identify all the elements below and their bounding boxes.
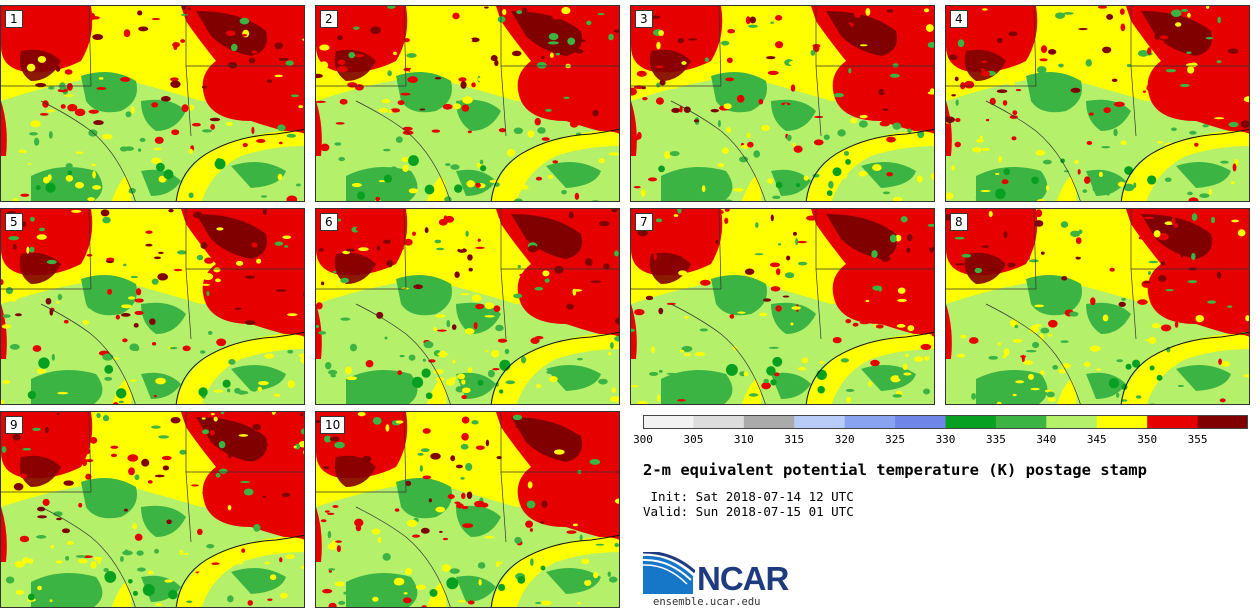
colorbar-swatch [693, 415, 745, 429]
colorbar-tick-label: 320 [834, 433, 855, 446]
colorbar-swatch [794, 415, 846, 429]
member-number: 9 [5, 416, 23, 434]
colorbar-swatch [945, 415, 997, 429]
valid-time: Valid: Sun 2018-07-15 01 UTC [643, 504, 854, 519]
member-number: 6 [320, 213, 338, 231]
member-panel: 4 [945, 5, 1250, 202]
colorbar-swatch [1197, 415, 1248, 429]
member-number: 3 [635, 10, 653, 28]
page-title: 2-m equivalent potential temperature (K)… [643, 461, 1147, 479]
colorbar-swatch [1147, 415, 1199, 429]
member-number: 2 [320, 10, 338, 28]
colorbar-tick-label: 325 [885, 433, 906, 446]
member-panel: 2 [315, 5, 620, 202]
ncar-wordmark: NCAR [697, 560, 789, 597]
colorbar-swatch [844, 415, 896, 429]
ncar-logo-icon [643, 552, 695, 594]
colorbar-swatch [643, 415, 694, 429]
colorbar-swatch [995, 415, 1047, 429]
colorbar-tick-label: 340 [1036, 433, 1057, 446]
member-panel: 7 [630, 208, 935, 405]
colorbar-swatch [743, 415, 795, 429]
member-panel: 9 [0, 411, 305, 608]
colorbar-tick-label: 335 [985, 433, 1006, 446]
member-panel: 1 [0, 5, 305, 202]
colorbar-tick-label: 300 [633, 433, 653, 446]
member-number: 1 [5, 10, 23, 28]
colorbar-tick-label: 330 [935, 433, 956, 446]
member-panel: 5 [0, 208, 305, 405]
member-panel: 10 [315, 411, 620, 608]
member-panel: 3 [630, 5, 935, 202]
colorbar-tick-label: 310 [733, 433, 754, 446]
member-number: 7 [635, 213, 653, 231]
init-time: Init: Sat 2018-07-14 12 UTC [643, 489, 854, 504]
member-panel: 6 [315, 208, 620, 405]
colorbar-tick-label: 350 [1137, 433, 1158, 446]
member-number: 8 [950, 213, 968, 231]
member-number: 5 [5, 213, 23, 231]
colorbar-swatch [1096, 415, 1148, 429]
member-number: 10 [320, 416, 346, 434]
colorbar [643, 415, 1248, 429]
colorbar-swatch [895, 415, 946, 429]
member-panel: 8 [945, 208, 1250, 405]
member-number: 4 [950, 10, 968, 28]
colorbar-tick-label: 345 [1086, 433, 1107, 446]
colorbar-swatch [1046, 415, 1098, 429]
colorbar-tick-label: 315 [784, 433, 805, 446]
ncar-url: ensemble.ucar.edu [653, 596, 761, 608]
colorbar-tick-label: 305 [683, 433, 704, 446]
colorbar-tick-label: 355 [1187, 433, 1208, 446]
